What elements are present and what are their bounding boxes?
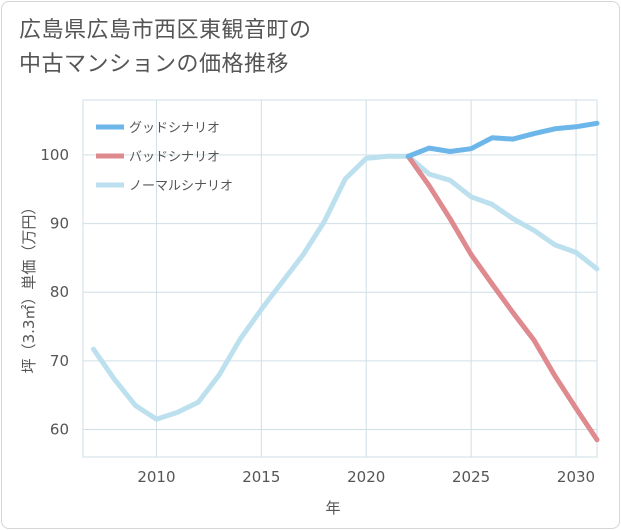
x-tick-label: 2030 [557, 468, 595, 486]
series-line-2 [405, 153, 600, 443]
legend-label-2: バッドシナリオ [129, 150, 220, 165]
plot-area-border [82, 99, 598, 458]
chart-title: 広島県広島市西区東観音町の 中古マンションの価格推移 [19, 14, 312, 82]
y-tick-label: 70 [50, 352, 69, 370]
series-line-3 [91, 153, 600, 422]
y-tick-label: 90 [50, 215, 69, 233]
series-line-1 [405, 120, 600, 159]
x-tick-label: 2010 [137, 468, 175, 486]
x-tick-label: 2020 [347, 468, 385, 486]
y-axis-title: 坪（3.3㎡）単価（万円） [20, 200, 38, 374]
chart-title-line-2: 中古マンションの価格推移 [19, 52, 290, 77]
series-lines [91, 120, 600, 443]
y-tick-label: 100 [40, 146, 69, 164]
y-tick-label: 60 [50, 421, 69, 439]
x-axis-title: 年 [325, 499, 340, 517]
legend-label-3: ノーマルシナリオ [129, 179, 233, 194]
legend-label-1: グッドシナリオ [129, 121, 220, 136]
x-tick-label: 2025 [452, 468, 490, 486]
y-tick-label: 80 [50, 283, 69, 301]
tick-labels: 2010 2015 2020 2025 2030 60 70 80 90 100 [40, 146, 595, 486]
x-tick-label: 2015 [242, 468, 280, 486]
chart-title-line-1: 広島県広島市西区東観音町の [19, 18, 312, 43]
